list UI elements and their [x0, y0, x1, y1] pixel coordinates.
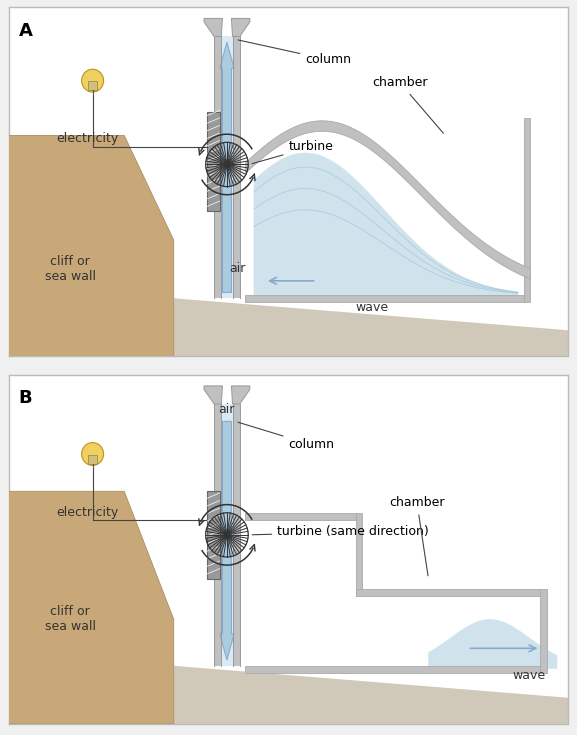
Text: column: column: [238, 40, 351, 66]
Bar: [233, 404, 240, 666]
Polygon shape: [231, 18, 250, 37]
Bar: [355, 589, 541, 596]
Bar: [540, 589, 547, 673]
Bar: [222, 37, 233, 298]
Bar: [214, 37, 222, 298]
Bar: [523, 118, 530, 302]
Bar: [222, 404, 233, 666]
Text: chamber: chamber: [389, 496, 445, 576]
Polygon shape: [231, 386, 250, 404]
Text: turbine: turbine: [252, 140, 334, 164]
Bar: [88, 82, 98, 90]
Polygon shape: [245, 121, 530, 279]
Bar: [207, 491, 220, 578]
Bar: [214, 404, 222, 666]
Text: wave: wave: [356, 301, 389, 314]
Polygon shape: [220, 43, 234, 293]
Bar: [245, 666, 541, 673]
Polygon shape: [204, 18, 223, 37]
Text: cliff or
sea wall: cliff or sea wall: [45, 255, 96, 283]
Text: electricity: electricity: [56, 506, 118, 519]
Circle shape: [81, 442, 104, 465]
Bar: [245, 295, 523, 302]
Bar: [245, 513, 355, 520]
Polygon shape: [174, 298, 568, 356]
Text: A: A: [18, 22, 33, 40]
Polygon shape: [254, 153, 518, 298]
Text: chamber: chamber: [373, 76, 443, 133]
Text: electricity: electricity: [56, 132, 118, 146]
Polygon shape: [9, 491, 174, 724]
Polygon shape: [174, 666, 568, 724]
Text: B: B: [18, 390, 32, 407]
Text: wave: wave: [512, 669, 546, 681]
Polygon shape: [9, 135, 174, 356]
Polygon shape: [204, 386, 223, 404]
Bar: [233, 37, 240, 298]
Text: air: air: [230, 262, 246, 275]
Circle shape: [224, 162, 229, 167]
Text: turbine (same direction): turbine (same direction): [252, 526, 429, 539]
Bar: [207, 112, 220, 211]
Polygon shape: [428, 620, 557, 669]
Text: cliff or
sea wall: cliff or sea wall: [45, 605, 96, 634]
Bar: [88, 455, 98, 464]
Circle shape: [224, 533, 229, 537]
Text: column: column: [238, 422, 335, 451]
Polygon shape: [254, 153, 518, 298]
Circle shape: [81, 69, 104, 92]
Bar: [355, 513, 362, 596]
Polygon shape: [220, 421, 234, 660]
Polygon shape: [428, 620, 557, 669]
Text: air: air: [219, 403, 235, 415]
